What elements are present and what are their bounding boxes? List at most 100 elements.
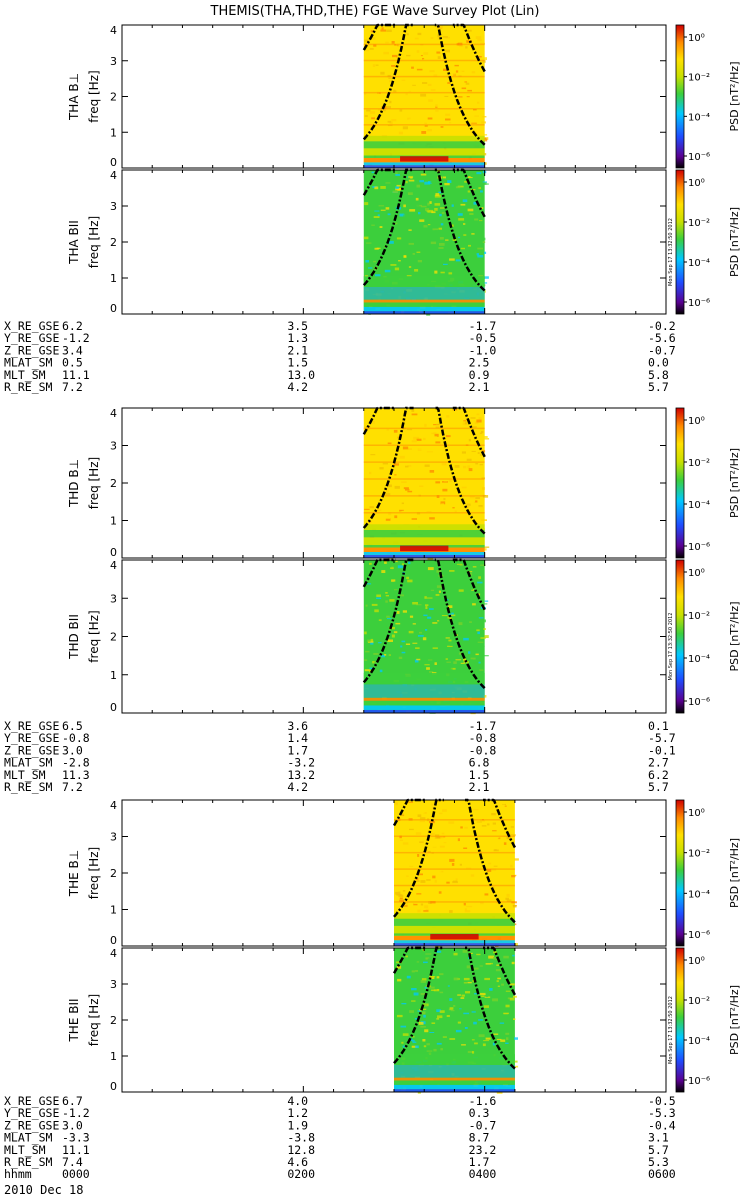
spectrogram-pixel [447, 591, 451, 594]
spectrogram-pixel [466, 905, 473, 908]
spectrogram-pixel [396, 611, 400, 614]
ephemeris-name: Y_RE_GSE [4, 1106, 59, 1120]
ephemeris-name: X_RE_GSE [4, 719, 59, 733]
spectrogram-pixel [439, 243, 445, 246]
spectrogram-pixel [471, 1039, 475, 1041]
spectrogram-pixel [475, 497, 480, 500]
spectrogram-pixel [402, 269, 407, 273]
colorbar-tick-label: 10⁻⁶ [688, 152, 710, 163]
spectrogram-pixel [424, 125, 428, 127]
spectrogram-pixel [475, 463, 479, 465]
spectrogram-pixel [371, 224, 375, 226]
spectrogram-pixel [463, 420, 466, 422]
spectrogram-pixel [371, 603, 378, 606]
y-tick-label: 2 [110, 236, 117, 249]
spectrogram-pixel [482, 60, 486, 63]
spectrogram-pixel [396, 237, 402, 240]
spectrogram-pixel [394, 515, 398, 519]
spectrogram-pixel [479, 464, 483, 466]
spectrogram-pixel [459, 122, 463, 124]
spectrogram-pixel [441, 463, 447, 466]
ephemeris-value: 7.4 [62, 1155, 83, 1169]
spectrogram-pixel [487, 869, 492, 872]
ephemeris-value: 6.2 [62, 319, 83, 333]
spectrogram-band [363, 141, 485, 149]
spectrogram-pixel [373, 462, 379, 466]
ephemeris-value: 11.3 [62, 768, 90, 782]
spectrogram-pixel [434, 230, 438, 232]
spectrogram-pixel [429, 986, 435, 989]
spectrogram-pixel [367, 583, 372, 585]
spectrogram-pixel [441, 503, 444, 505]
spectrogram-pixel [479, 220, 483, 222]
spectrogram-pixel [405, 955, 408, 958]
date-label: 2010 Dec 18 [4, 1183, 83, 1197]
spectrogram-pixel [477, 255, 484, 258]
spectrogram-pixel [411, 1000, 416, 1002]
spectrogram-pixel [425, 958, 428, 960]
spectrogram-pixel [406, 54, 411, 57]
spectrogram-pixel [452, 642, 455, 645]
spectrogram-pixel [467, 89, 472, 92]
spectrogram-band [363, 162, 485, 166]
spectrogram-pixel [471, 1011, 476, 1013]
spectrogram-pixel [460, 203, 466, 206]
spectrogram-pixel [458, 966, 462, 969]
spectrogram-pixel [436, 585, 442, 588]
y-tick-label: 2 [110, 477, 117, 490]
spectrogram-pixel [449, 1007, 454, 1010]
spectrogram-pixel [473, 201, 477, 205]
spectrogram-pixel [405, 421, 410, 423]
spectrogram-pixel [379, 510, 384, 514]
spectrogram-pixel [429, 976, 435, 979]
spectrogram-pixel [394, 802, 398, 806]
spectrogram-pixel [490, 962, 493, 965]
spectrogram-pixel [369, 111, 375, 114]
colorbar-tick-label: 10⁰ [688, 568, 705, 579]
ephemeris-value: 4.0 [287, 1094, 308, 1108]
spectrogram-pixel [477, 39, 482, 42]
spectrogram-pixel [478, 505, 483, 508]
spectrogram-pixel [482, 495, 489, 498]
spectrogram-pixel [466, 503, 471, 506]
spectrogram-pixel [511, 875, 516, 878]
spectrogram-pixel [385, 106, 391, 109]
spectrogram-pixel [374, 609, 379, 613]
spectrogram-pixel [443, 1031, 450, 1034]
ephemeris-value: -3.2 [287, 756, 315, 770]
spectrogram-pixel [413, 992, 419, 996]
spectrogram-pixel [437, 82, 441, 84]
spectrogram-pixel [471, 122, 477, 124]
spectrogram-pixel [463, 223, 466, 225]
spectrogram-pixel [476, 498, 480, 501]
spectrogram-pixel [395, 560, 398, 563]
spectrogram-pixel [416, 205, 420, 207]
ephemeris-name: R_RE_SM [4, 780, 53, 794]
spectrogram-pixel [364, 508, 370, 510]
spectrogram-pixel [467, 190, 471, 193]
spectrogram-line [363, 91, 485, 94]
y-tick-label: 3 [110, 978, 117, 991]
spectrogram-pixel [484, 655, 489, 657]
spectrogram-pixel [475, 69, 482, 72]
spectrogram-pixel [373, 216, 380, 218]
spectrogram-pixel [450, 614, 456, 617]
spectrogram-pixel [408, 229, 412, 231]
spectrogram-pixel [429, 1038, 434, 1041]
spectrogram-pixel [455, 1029, 462, 1033]
spectrogram-pixel [387, 484, 392, 488]
spectrogram-pixel [443, 263, 448, 265]
spectrogram-pixel [398, 667, 401, 671]
spectrogram-pixel [371, 117, 375, 120]
spectrogram-pixel [465, 420, 469, 423]
spectrogram-pixel [461, 87, 467, 90]
spectrogram-pixel [420, 173, 427, 176]
spectrogram-pixel [425, 126, 431, 129]
y-tick-label: 0 [110, 701, 117, 714]
spectrogram-pixel [391, 579, 396, 582]
spectrogram-pixel [390, 519, 393, 522]
colorbar-tick-label: 10⁻² [688, 218, 710, 229]
spectrogram-pixel [449, 258, 455, 261]
spectrogram-pixel [413, 903, 418, 906]
ephemeris-value: 5.3 [648, 1155, 669, 1169]
